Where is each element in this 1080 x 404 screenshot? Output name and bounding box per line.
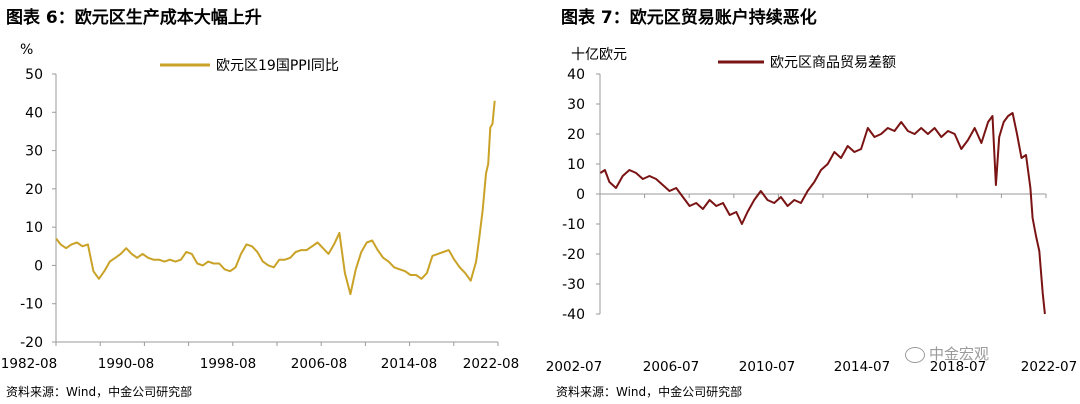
chart6-x-tick-label: 2022-08 [463, 356, 519, 372]
watermark-logo-icon [905, 346, 925, 363]
chart6-title: 图表 6：欧元区生产成本大幅上升 [6, 8, 262, 28]
chart6-y-tick-label: 50 [25, 67, 43, 83]
chart6-x-tick-label: 1982-08 [1, 356, 57, 372]
watermark-text: 中金宏观 [929, 345, 990, 363]
chart6-legend-label: 欧元区19国PPI同比 [216, 58, 339, 74]
chart6-y-unit-label: % [20, 42, 33, 58]
chart6-y-tick-label: 30 [25, 144, 43, 160]
chart6-y-tick-label: -10 [20, 297, 43, 313]
chart7-x-tick-label: 2006-07 [643, 359, 699, 375]
chart7-svg: -40 -30 -20 -10 0 10 20 30 40 2002-07 2006-07 2010-… [546, 47, 1077, 375]
chart7-y-tick-label: 0 [576, 187, 585, 203]
chart6-y-tick-label: -20 [20, 335, 43, 351]
chart7-y-tick-label: 30 [567, 97, 585, 113]
chart7-x-tick-label: 2010-07 [739, 359, 795, 375]
chart7-y-tick-label: 10 [567, 157, 585, 173]
chart6-x-tick-label: 1990-08 [98, 356, 154, 372]
chart7-x-tick-label: 2014-07 [834, 359, 890, 375]
chart7-source: 资料来源：Wind，中金公司研究部 [556, 385, 743, 399]
chart7-y-tick-label: -30 [562, 277, 585, 293]
chart7-y-tick-label: 40 [567, 67, 585, 83]
chart7-y-tick-label: 20 [567, 127, 585, 143]
chart6-svg: -20 -10 0 10 20 30 40 50 1982-08 1990-08 1998-08 20… [1, 42, 519, 372]
chart6-y-tick-label: 20 [25, 182, 43, 198]
chart6-y-tick-label: 0 [34, 258, 43, 274]
chart7-legend-label: 欧元区商品贸易差额 [770, 55, 896, 71]
watermark: 中金宏观 [905, 343, 989, 364]
chart7-series-line [599, 112, 1046, 315]
chart7-title: 图表 7：欧元区贸易账户持续恶化 [561, 8, 817, 28]
chart6-x-tick-label: 1998-08 [200, 356, 256, 372]
chart7-y-unit-label: 十亿欧元 [571, 47, 627, 63]
chart7-x-tick-label: 2022-07 [1021, 359, 1077, 375]
chart6-x-tick-label: 2006-08 [291, 356, 347, 372]
chart7-y-tick-label: -20 [562, 247, 585, 263]
chart6-y-tick-label: 10 [25, 220, 43, 236]
chart7-y-tick-label: -40 [562, 307, 585, 323]
chart6-series-line [55, 100, 496, 296]
chart6-x-tick-label: 2014-08 [381, 356, 437, 372]
chart6-source: 资料来源：Wind，中金公司研究部 [6, 385, 193, 399]
chart7-y-tick-label: -10 [562, 217, 585, 233]
chart7-x-tick-label: 2002-07 [546, 359, 602, 375]
chart7-x-tick-label: 2018-07 [930, 359, 986, 375]
chart6-y-tick-label: 40 [25, 105, 43, 121]
